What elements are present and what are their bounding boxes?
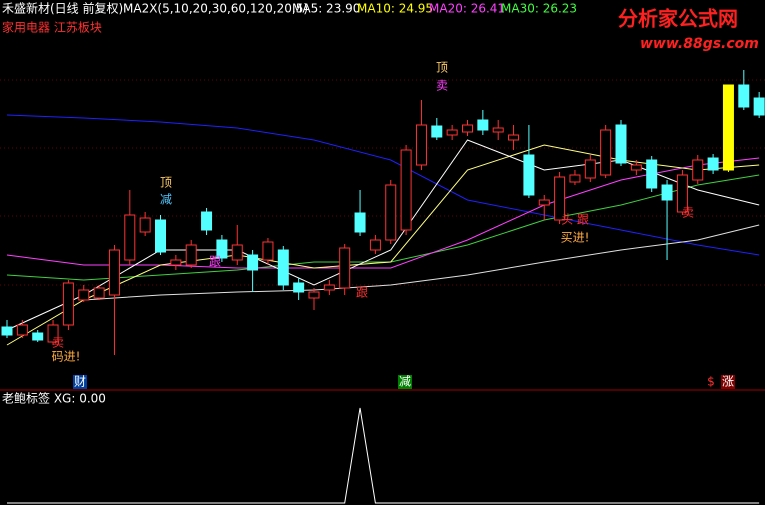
candle-body xyxy=(185,244,197,266)
candle-body xyxy=(231,244,243,261)
candle-body xyxy=(661,184,673,201)
candle-body xyxy=(16,324,28,336)
xg-line xyxy=(7,407,760,504)
candle-body xyxy=(277,249,289,286)
candle-body xyxy=(554,176,566,221)
annotation: 跟 xyxy=(356,286,368,300)
candle-body xyxy=(124,214,136,261)
candle-body xyxy=(385,184,397,241)
candle-body xyxy=(508,134,520,141)
annotation: 跟 xyxy=(209,255,221,269)
ma20-value: MA20: 26.41 xyxy=(429,2,505,16)
ma-setting: MA2X(5,10,20,30,60,120,20,5) xyxy=(123,2,308,16)
candle-body xyxy=(139,217,151,233)
candle-body xyxy=(584,159,596,179)
candle-body xyxy=(477,119,489,131)
candle-body xyxy=(47,324,59,343)
candle-body xyxy=(615,124,627,164)
annotation: 卖 xyxy=(52,336,64,350)
ma30-value: MA30: 26.23 xyxy=(501,2,577,16)
candle-body xyxy=(308,291,320,299)
candle-body xyxy=(707,157,719,171)
candle-body xyxy=(354,212,366,233)
candle-body xyxy=(293,282,305,293)
watermark-title: 分析家公式网 xyxy=(618,7,738,31)
candle-body xyxy=(569,174,581,183)
ma-line xyxy=(83,224,760,301)
plot xyxy=(1,70,765,504)
annotation: 卖 xyxy=(682,206,694,220)
ma10-value: MA10: 24.95 xyxy=(357,2,433,16)
candle-body xyxy=(108,249,120,296)
candle-body xyxy=(630,164,642,171)
candle-body xyxy=(676,174,688,213)
annotation: 买进! xyxy=(561,231,590,245)
annotation: 码进! xyxy=(52,350,81,364)
candle-body xyxy=(462,124,473,133)
signal-label: $ xyxy=(707,375,715,389)
candle-body xyxy=(400,149,412,231)
ma-line xyxy=(6,114,760,256)
candle-body xyxy=(523,154,535,196)
annotation: 顶 xyxy=(436,61,448,75)
signal-bg xyxy=(73,375,87,389)
candle-body xyxy=(446,129,458,136)
candle-body xyxy=(722,84,734,171)
candle-body xyxy=(600,129,612,176)
candle-body xyxy=(369,239,381,251)
signal-label: 涨 xyxy=(722,374,734,389)
sector: 家用电器 江苏板块 xyxy=(2,20,102,35)
annotations: 顶 减 顶 卖 跟 跟 卖 码进! 头 跟 买进! 卖 xyxy=(52,61,694,364)
annotation: 减 xyxy=(160,193,172,207)
indicator-title: 老鲍标签 XG: 0.00 xyxy=(2,391,106,406)
annotation: 顶 xyxy=(160,176,172,190)
signal-label: 减 xyxy=(399,375,411,389)
candle-body xyxy=(492,127,504,133)
candle-body xyxy=(32,332,44,341)
candle-body xyxy=(692,159,704,181)
annotation: 卖 xyxy=(436,79,448,93)
candle-body xyxy=(170,259,182,266)
candle-body xyxy=(431,125,443,138)
candle-body xyxy=(339,247,351,289)
candle-body xyxy=(646,159,658,189)
stock-name: 禾盛新材(日线 前复权) xyxy=(2,1,123,16)
candle-body xyxy=(1,326,13,336)
candle-body xyxy=(415,124,427,166)
candle-body xyxy=(78,289,90,301)
candle-body xyxy=(155,219,166,253)
candle-body xyxy=(753,97,765,116)
signal-bg xyxy=(398,375,412,389)
candle-body xyxy=(262,241,274,261)
candle-body xyxy=(323,284,335,291)
watermark-url: www.88gs.com xyxy=(640,36,759,52)
candle-body xyxy=(201,211,213,231)
candle-body xyxy=(216,239,228,259)
candle-body xyxy=(93,287,105,299)
annotation: 头 跟 xyxy=(561,213,589,227)
candle-body xyxy=(62,282,74,326)
signal-label: 财 xyxy=(74,375,86,389)
signal-bg xyxy=(721,375,735,389)
signal-row: 财 减 $ 涨 xyxy=(73,374,735,389)
candle-body xyxy=(738,84,750,108)
ma5-value: MA5: 23.90 xyxy=(292,2,360,16)
candle-body xyxy=(538,199,550,206)
candle-body xyxy=(247,254,259,271)
